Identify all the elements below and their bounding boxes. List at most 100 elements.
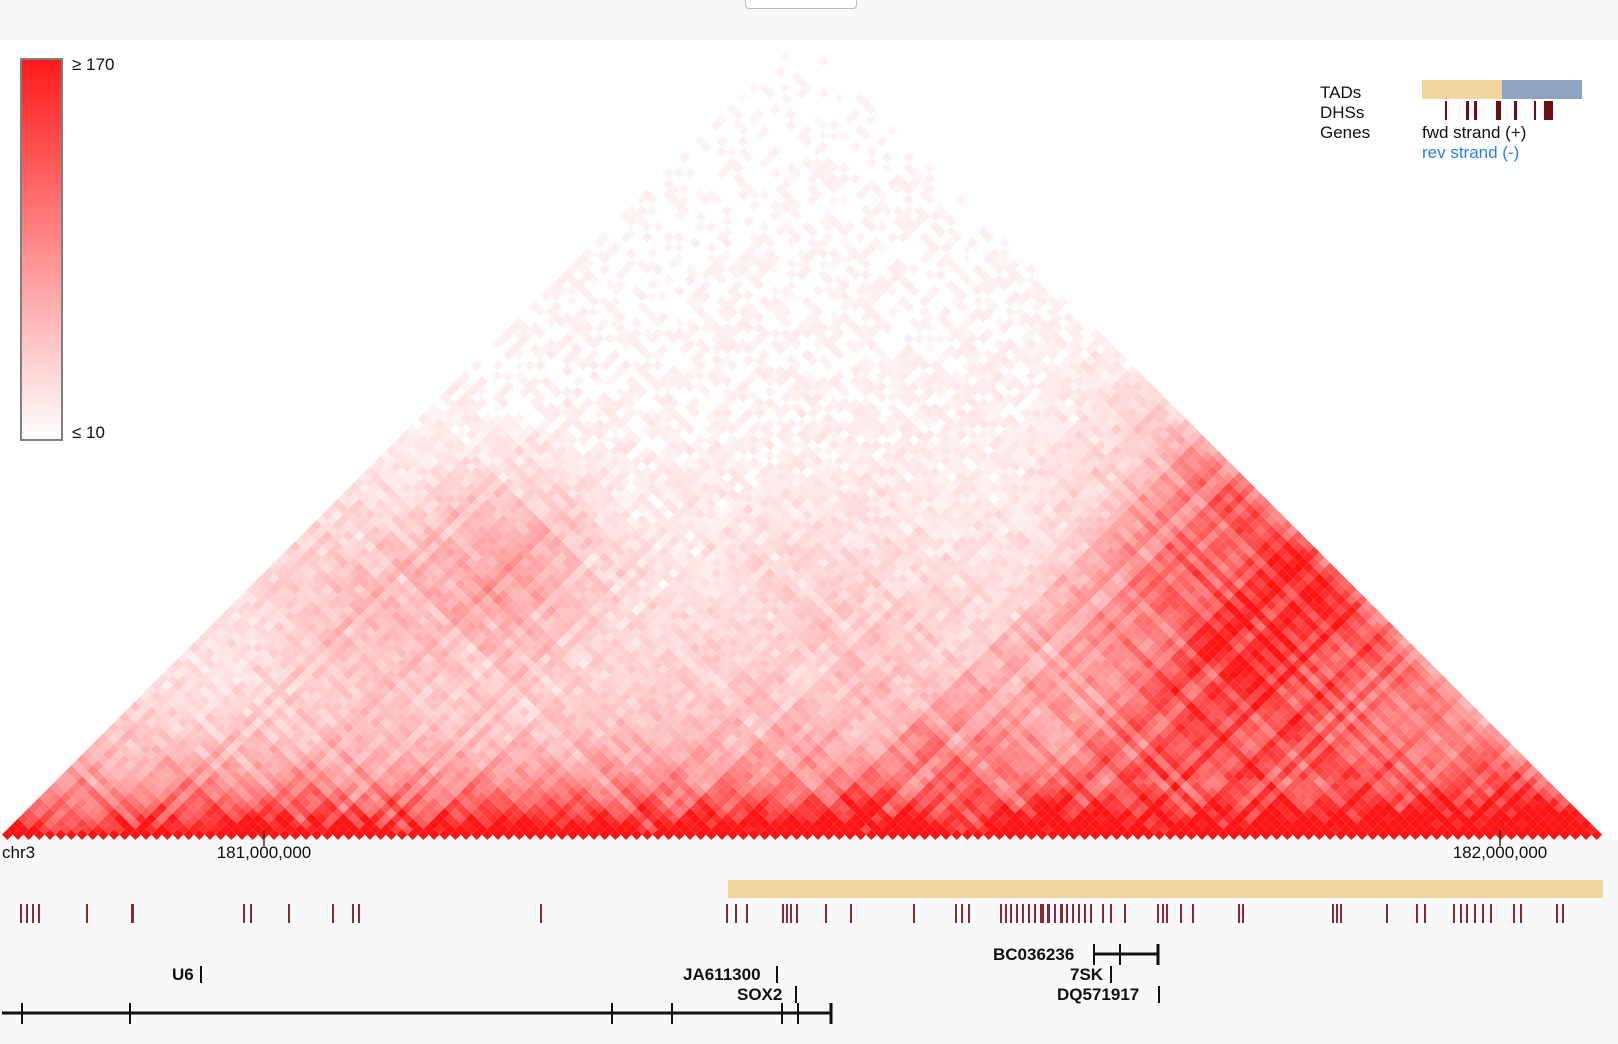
heatmap-cell: [135, 781, 146, 792]
heatmap-cell: [412, 461, 424, 472]
heatmap-cell: [162, 818, 173, 830]
heatmap-cell: [391, 653, 402, 664]
heatmap-cell: [620, 413, 632, 424]
heatmap-cell: [839, 194, 850, 206]
heatmap-cell: [108, 722, 120, 734]
heatmap-cell: [151, 776, 162, 787]
heatmap-cell: [183, 658, 194, 670]
heatmap-cell: [700, 269, 712, 280]
heatmap-cell: [620, 338, 632, 350]
heatmap-cell: [327, 728, 338, 739]
heatmap-cell: [327, 738, 338, 750]
heatmap-cell: [748, 306, 760, 318]
heatmap-cell: [562, 450, 573, 462]
heatmap-cell: [567, 541, 578, 552]
heatmap-cell: [327, 674, 338, 686]
heatmap-cell: [279, 776, 290, 787]
heatmap-cell: [412, 664, 424, 675]
heatmap-cell: [348, 546, 360, 558]
heatmap-cell: [231, 738, 242, 750]
heatmap-cell: [364, 584, 376, 595]
heatmap-cell: [460, 658, 472, 670]
heatmap-cell: [690, 290, 701, 302]
heatmap-cell: [759, 189, 770, 200]
heatmap-cell: [738, 146, 749, 158]
heatmap-cell: [519, 546, 530, 558]
heatmap-cell: [151, 754, 162, 766]
heatmap-cell: [487, 653, 498, 664]
heatmap-cell: [364, 488, 376, 499]
heatmap-cell: [316, 760, 328, 771]
heatmap-cell: [263, 621, 274, 632]
heatmap-cell: [215, 712, 226, 723]
heatmap-cell: [247, 626, 258, 638]
heatmap-cell: [364, 509, 376, 520]
panel-tab[interactable]: [745, 0, 857, 9]
heatmap-cell: [615, 312, 626, 323]
heatmap-cell: [498, 578, 509, 590]
heatmap-cell: [551, 450, 562, 462]
heatmap-cell: [535, 477, 546, 488]
heatmap-cell: [588, 445, 600, 456]
heatmap-cell: [860, 205, 872, 216]
heatmap-cell: [455, 578, 466, 590]
heatmap-cell: [647, 280, 658, 291]
heatmap-cell: [588, 520, 600, 531]
heatmap-cell: [418, 562, 429, 574]
heatmap-cell: [748, 232, 760, 243]
heatmap-cell: [375, 712, 386, 723]
heatmap-cell: [412, 525, 424, 536]
heatmap-cell: [530, 504, 541, 515]
heatmap-cell: [119, 754, 130, 766]
heatmap-cell: [338, 514, 349, 526]
heatmap-cell: [535, 445, 546, 456]
heatmap-cell: [519, 621, 530, 632]
heatmap-cell: [316, 610, 328, 622]
heatmap-cell: [306, 642, 317, 654]
heatmap-cell: [87, 744, 98, 755]
heatmap-cell: [7, 824, 18, 835]
heatmap-cell: [295, 760, 306, 771]
heatmap-cell: [828, 216, 840, 227]
heatmap-cell: [460, 392, 472, 403]
heatmap-cell: [871, 237, 882, 248]
heatmap-cell: [450, 466, 461, 478]
heatmap-cell: [636, 194, 648, 206]
heatmap-cell: [578, 317, 589, 328]
heatmap-cell: [556, 509, 568, 520]
heatmap-cell: [695, 445, 706, 456]
heatmap-cell: [338, 578, 349, 590]
heatmap-cell: [348, 781, 360, 792]
heatmap-cell: [119, 744, 130, 755]
heatmap-cell: [316, 664, 328, 675]
heatmap-cell: [807, 248, 818, 259]
heatmap-cell: [359, 706, 370, 718]
heatmap-cell: [439, 584, 450, 595]
heatmap-cell: [44, 829, 56, 840]
heatmap-cell: [55, 818, 66, 830]
heatmap-cell: [316, 706, 328, 718]
heatmap-cell: [492, 360, 504, 371]
heatmap-cell: [332, 541, 344, 552]
heatmap-cell: [316, 813, 328, 824]
heatmap-cell: [300, 744, 312, 755]
heatmap-cell: [263, 802, 274, 814]
heatmap-cell: [572, 344, 584, 355]
heatmap-cell: [599, 477, 610, 488]
heatmap-cell: [279, 594, 290, 606]
heatmap-cell: [375, 626, 386, 638]
heatmap-cell: [460, 530, 472, 542]
heatmap-cell: [380, 536, 392, 547]
heatmap-cell: [615, 418, 626, 430]
heatmap-cell: [514, 434, 525, 446]
heatmap-cell: [503, 488, 514, 499]
heatmap-cell: [444, 408, 456, 419]
heatmap-cell: [455, 642, 466, 654]
heatmap-cell: [908, 221, 920, 232]
heatmap-cell: [636, 216, 648, 227]
heatmap-cell: [839, 280, 850, 291]
heatmap-cell: [540, 450, 552, 462]
heatmap-cell: [626, 504, 637, 515]
heatmap-cell: [514, 317, 525, 328]
heatmap-cell: [567, 445, 578, 456]
